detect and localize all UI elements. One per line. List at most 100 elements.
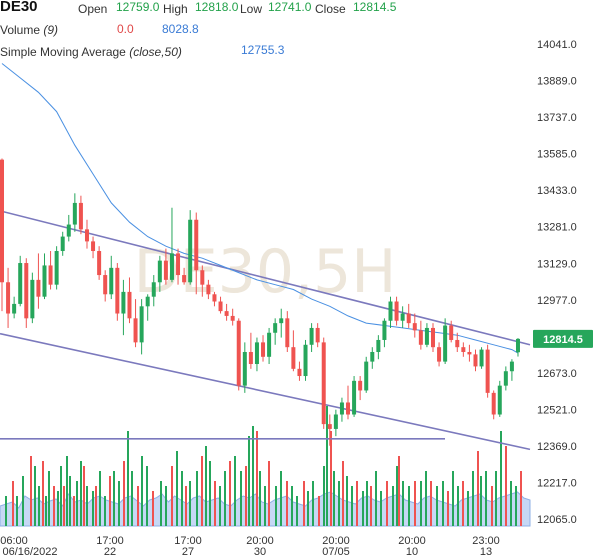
trendline <box>0 210 531 346</box>
volume-bar <box>430 481 432 526</box>
x-tick-time: 23:00 <box>472 535 500 547</box>
volume-bar <box>520 471 522 526</box>
sma-value: 12755.3 <box>241 43 285 57</box>
volume-bar <box>346 476 348 526</box>
y-tick-label: 13281.0 <box>537 222 577 234</box>
low-label: Low <box>240 2 263 16</box>
y-tick-label: 14041.0 <box>537 39 577 51</box>
volume-param: (9) <box>43 23 59 37</box>
sma-label: Simple Moving Average (close,50) <box>0 45 182 59</box>
volume-value: 8028.8 <box>162 22 199 36</box>
candle-body <box>0 159 4 283</box>
sma-label-text: Simple Moving Average <box>0 45 126 59</box>
candle-body <box>194 219 199 271</box>
candle-body <box>424 327 429 345</box>
volume-bar <box>505 446 507 526</box>
volume-bar <box>104 496 106 526</box>
candle-body <box>182 275 187 283</box>
volume-bar <box>38 486 40 526</box>
candle-body <box>303 344 308 377</box>
symbol-label: DE30 <box>0 0 38 15</box>
volume-bar <box>495 471 497 526</box>
volume-bar <box>398 456 400 526</box>
volume-bar <box>462 481 464 526</box>
candle-body <box>151 282 156 297</box>
candle-body <box>418 330 423 345</box>
candle-body <box>97 251 102 276</box>
volume-bar <box>146 466 148 526</box>
candle-body <box>352 380 357 415</box>
candle-body <box>157 260 162 283</box>
y-tick-label: 13737.0 <box>537 112 577 124</box>
volume-bar <box>296 496 298 526</box>
candle-body <box>339 402 344 415</box>
volume-bar <box>402 481 404 526</box>
candle-body <box>382 320 387 340</box>
candle-body <box>224 311 229 316</box>
candle-body <box>449 325 454 340</box>
volume-bar <box>53 486 55 526</box>
x-tick-time: 20:00 <box>246 535 274 547</box>
candle-body <box>103 275 108 295</box>
candle-body <box>36 279 41 297</box>
volume-bar <box>245 466 247 526</box>
candle-body <box>388 301 393 321</box>
volume-bar <box>141 456 143 526</box>
close-value: 12814.5 <box>353 0 397 14</box>
volume-bar <box>34 466 36 526</box>
candle-body <box>279 318 284 324</box>
candle-body <box>188 219 193 283</box>
candle-body <box>400 313 405 321</box>
close-label: Close <box>315 2 346 16</box>
volume-bar <box>425 471 427 526</box>
volume-bar <box>45 496 47 526</box>
volume-bar <box>291 486 293 526</box>
candle-body <box>72 202 77 225</box>
volume-bar <box>123 461 125 526</box>
candle-body <box>479 349 484 367</box>
volume-bar <box>351 486 353 526</box>
volume-bar <box>48 471 50 526</box>
candle-body <box>78 202 83 230</box>
candle-body <box>218 301 223 312</box>
volume-bar <box>219 486 221 526</box>
volume-bar <box>338 481 340 526</box>
candle-body <box>127 291 132 319</box>
candle-body <box>248 351 253 365</box>
volume-bar <box>95 486 97 526</box>
volume-bar <box>442 481 444 526</box>
volume-bar <box>485 471 487 526</box>
volume-bar <box>447 491 449 526</box>
last-price-label: 12814.5 <box>543 334 583 346</box>
candle-body <box>370 351 375 362</box>
candle-body <box>309 327 314 345</box>
candle-body <box>261 342 266 357</box>
volume-bar <box>22 476 24 526</box>
volume-bar <box>73 496 75 526</box>
low-value: 12741.0 <box>268 0 312 14</box>
x-tick-date: 30 <box>254 546 266 558</box>
volume-bar <box>268 461 270 526</box>
volume-bar <box>420 481 422 526</box>
candle-body <box>364 361 369 391</box>
candle-body <box>412 323 417 331</box>
candle-body <box>321 342 326 425</box>
volume-bar <box>457 486 459 526</box>
volume-bar <box>362 491 364 526</box>
volume-bar <box>5 496 7 526</box>
volume-bar <box>510 481 512 526</box>
candle-body <box>509 361 514 372</box>
volume-bar <box>248 436 250 526</box>
volume-bar <box>452 471 454 526</box>
x-tick-time: 20:00 <box>398 535 426 547</box>
x-tick-date: 07/05 <box>322 546 350 558</box>
x-tick-date: 10 <box>406 546 418 558</box>
high-value: 12818.0 <box>195 0 239 14</box>
volume-bar <box>491 486 493 526</box>
x-tick-time: 20:00 <box>322 535 350 547</box>
volume-bar <box>205 446 207 526</box>
candle-body <box>48 265 53 285</box>
volume-bar <box>171 466 173 526</box>
